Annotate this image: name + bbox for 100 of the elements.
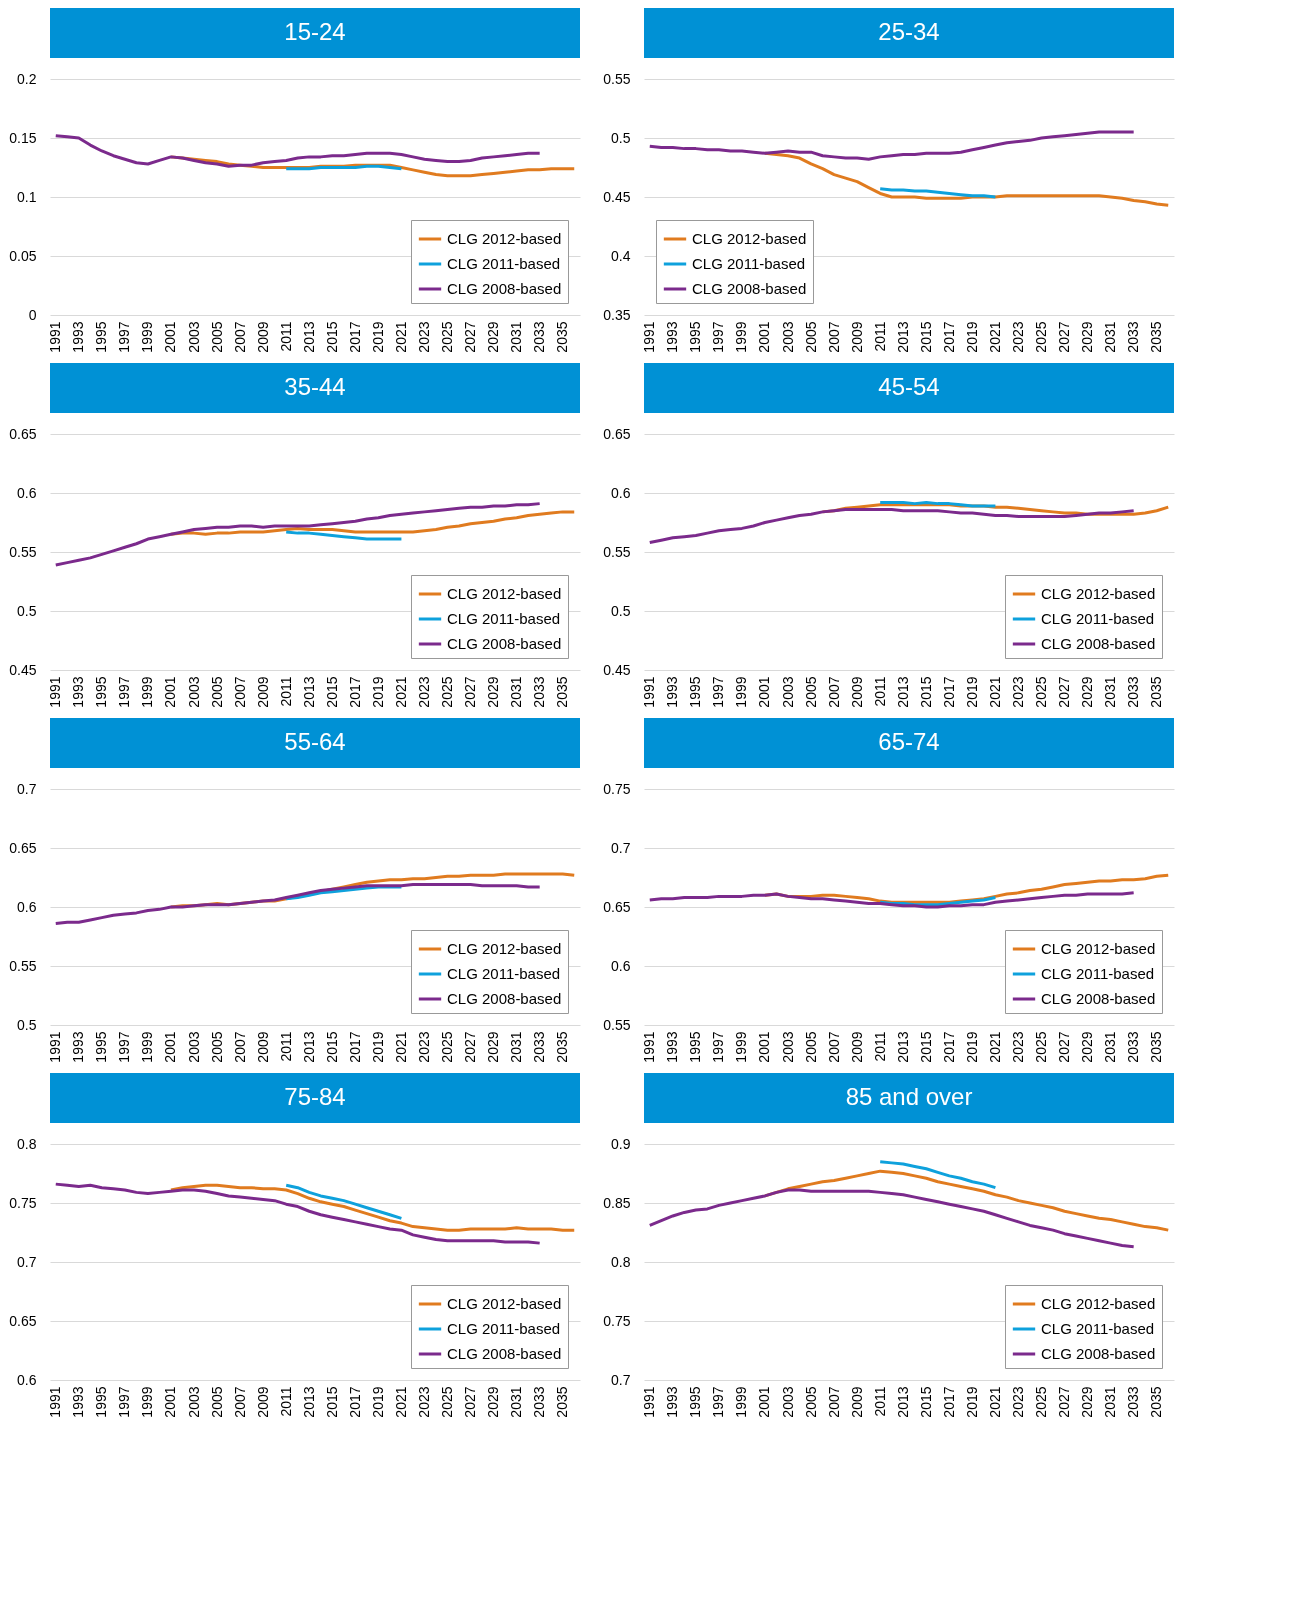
- line-series: [54, 883, 542, 926]
- x-tick-label: 1991: [47, 321, 64, 353]
- x-tick-label: 1997: [710, 1386, 727, 1418]
- y-tick-label: 0.45: [603, 188, 631, 205]
- y-tick-label: 0.5: [17, 1016, 37, 1033]
- x-tick-label: 2019: [963, 1031, 980, 1063]
- x-tick-label: 2027: [1056, 1031, 1073, 1063]
- x-tick-label: 1999: [733, 321, 750, 353]
- x-tick-label: 1999: [733, 1386, 750, 1418]
- line-series: [54, 502, 542, 567]
- legend-label: CLG 2012-based: [447, 230, 562, 247]
- x-tick-label: 1999: [139, 321, 156, 353]
- x-tick-label: 2033: [531, 1386, 548, 1418]
- y-tick-label: 0.6: [17, 484, 37, 501]
- legend-label: CLG 2008-based: [1041, 1345, 1156, 1362]
- x-tick-label: 2021: [986, 1031, 1003, 1063]
- x-tick-label: 2009: [848, 676, 865, 708]
- x-tick-label: 2033: [1125, 1386, 1142, 1418]
- x-tick-label: 1991: [641, 1386, 658, 1418]
- x-tick-label: 2011: [871, 1386, 888, 1417]
- legend-label: CLG 2012-based: [692, 230, 807, 247]
- chart-title: 45-54: [878, 373, 940, 400]
- line-series: [284, 530, 403, 541]
- x-tick-label: 2013: [894, 1031, 911, 1063]
- x-tick-label: 2029: [1079, 1386, 1096, 1418]
- x-tick-label: 1997: [116, 321, 133, 353]
- y-tick-label: 0.1: [17, 188, 37, 205]
- x-tick-label: 2031: [1102, 676, 1119, 708]
- x-tick-label: 1993: [664, 676, 681, 708]
- legend-label: CLG 2011-based: [447, 1320, 561, 1337]
- x-tick-label: 2025: [439, 676, 455, 708]
- x-tick-label: 2009: [848, 321, 865, 353]
- x-tick-label: 2011: [871, 676, 888, 707]
- legend-label: CLG 2008-based: [447, 990, 562, 1007]
- x-tick-label: 2005: [208, 1386, 225, 1418]
- x-tick-label: 1993: [70, 676, 87, 708]
- x-tick-label: 2013: [300, 676, 317, 708]
- x-tick-label: 2027: [1056, 676, 1073, 708]
- x-tick-label: 2001: [756, 676, 773, 708]
- y-tick-label: 0.65: [603, 898, 631, 915]
- y-tick-label: 0.85: [603, 1194, 631, 1211]
- x-tick-label: 1993: [70, 1031, 87, 1063]
- y-tick-label: 0.55: [603, 1016, 631, 1033]
- y-tick-label: 0.55: [603, 543, 631, 560]
- legend-label: CLG 2011-based: [447, 965, 561, 982]
- line-series: [648, 891, 1136, 909]
- line-series: [54, 134, 542, 168]
- x-tick-label: 2017: [346, 676, 363, 708]
- x-tick-label: 2033: [531, 321, 548, 353]
- x-tick-label: 2025: [1033, 676, 1049, 708]
- x-tick-label: 2007: [825, 676, 842, 708]
- x-tick-label: 2003: [779, 676, 796, 708]
- x-tick-label: 1997: [710, 321, 727, 353]
- x-tick-label: 1997: [116, 676, 133, 708]
- x-tick-label: 2001: [162, 1031, 179, 1063]
- y-tick-label: 0.8: [17, 1135, 37, 1152]
- x-tick-label: 2023: [1009, 321, 1026, 353]
- line-series: [648, 1188, 1136, 1249]
- x-tick-label: 2009: [848, 1031, 865, 1063]
- x-tick-label: 2023: [415, 321, 432, 353]
- x-tick-label: 1999: [139, 676, 156, 708]
- x-tick-label: 2011: [277, 1386, 294, 1417]
- x-tick-label: 2011: [277, 676, 294, 707]
- x-tick-label: 2017: [346, 321, 363, 353]
- x-tick-label: 2033: [1125, 676, 1142, 708]
- y-tick-label: 0.55: [9, 543, 37, 560]
- x-tick-label: 1995: [687, 321, 704, 353]
- x-tick-label: 2009: [254, 676, 271, 708]
- y-tick-label: 0.65: [603, 425, 631, 442]
- x-tick-label: 2015: [917, 321, 934, 353]
- y-tick-label: 0.65: [9, 1312, 37, 1329]
- x-tick-label: 2035: [1148, 1386, 1165, 1418]
- x-tick-label: 1999: [139, 1386, 156, 1418]
- x-tick-label: 2031: [508, 1386, 525, 1418]
- y-tick-label: 0.5: [611, 129, 631, 146]
- x-tick-label: 2023: [415, 1386, 432, 1418]
- x-tick-label: 2021: [986, 321, 1003, 353]
- x-tick-label: 2027: [1056, 321, 1073, 353]
- x-tick-label: 2035: [554, 1031, 571, 1063]
- legend-label: CLG 2011-based: [1041, 965, 1155, 982]
- legend-label: CLG 2008-based: [1041, 635, 1156, 652]
- y-tick-label: 0.7: [611, 1371, 631, 1388]
- x-tick-label: 2031: [508, 676, 525, 708]
- x-tick-label: 2027: [1056, 1386, 1073, 1418]
- legend-label: CLG 2011-based: [447, 255, 561, 272]
- x-tick-label: 1995: [93, 1031, 110, 1063]
- x-tick-label: 2029: [1079, 676, 1096, 708]
- legend-label: CLG 2011-based: [1041, 610, 1155, 627]
- x-tick-label: 2021: [392, 1386, 409, 1418]
- y-tick-label: 0.65: [9, 839, 37, 856]
- x-tick-label: 2005: [208, 1031, 225, 1063]
- x-tick-label: 2013: [300, 1031, 317, 1063]
- y-tick-label: 0.6: [611, 484, 631, 501]
- x-tick-label: 2019: [369, 1031, 386, 1063]
- x-tick-label: 1997: [116, 1386, 133, 1418]
- x-tick-label: 2001: [162, 1386, 179, 1418]
- x-tick-label: 1995: [93, 676, 110, 708]
- x-tick-label: 2017: [346, 1031, 363, 1063]
- x-tick-label: 2031: [1102, 321, 1119, 353]
- x-tick-label: 2007: [231, 676, 248, 708]
